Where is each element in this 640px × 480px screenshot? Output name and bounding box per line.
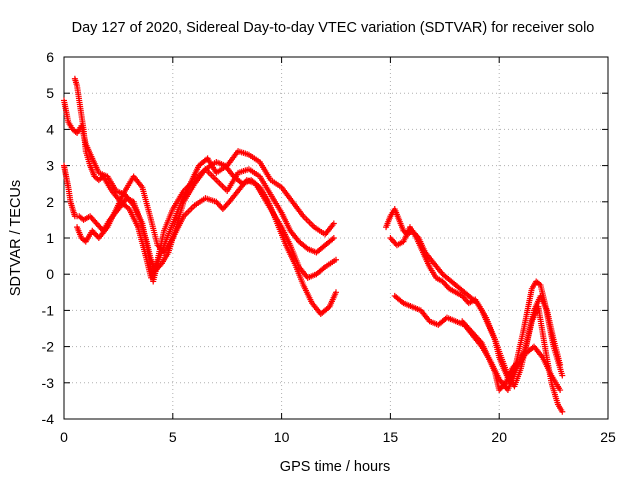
series-track-b bbox=[71, 75, 337, 281]
series-track-d bbox=[74, 173, 339, 281]
ticks: 0 5 10 15 20 25 -4 -3 -2 -1 0 1 2 3 4 5 6 bbox=[42, 49, 616, 445]
y-tick-label: -4 bbox=[42, 411, 55, 427]
chart-title: Day 127 of 2020, Sidereal Day-to-day VTE… bbox=[72, 20, 595, 36]
data-point bbox=[333, 256, 339, 263]
y-tick-label: 4 bbox=[46, 121, 54, 137]
y-tick-label: 5 bbox=[46, 85, 54, 101]
x-tick-label: 0 bbox=[60, 429, 68, 445]
data-point bbox=[559, 408, 566, 415]
x-tick-label: 10 bbox=[274, 429, 290, 445]
y-tick-label: 1 bbox=[46, 230, 54, 246]
data-point bbox=[557, 361, 564, 368]
x-tick-label: 20 bbox=[491, 429, 507, 445]
y-tick-label: 2 bbox=[46, 194, 54, 210]
data-point bbox=[559, 372, 566, 379]
x-axis-label: GPS time / hours bbox=[280, 459, 390, 475]
y-tick-label: -2 bbox=[42, 339, 55, 355]
series-track-h bbox=[459, 303, 566, 415]
data-point bbox=[333, 289, 339, 296]
x-tick-label: 5 bbox=[169, 429, 177, 445]
y-tick-label: 0 bbox=[46, 266, 54, 282]
x-tick-label: 15 bbox=[383, 429, 399, 445]
series-layer bbox=[61, 75, 566, 415]
x-tick-label: 25 bbox=[600, 429, 616, 445]
data-point bbox=[330, 220, 337, 227]
y-tick-label: -1 bbox=[42, 302, 55, 318]
y-tick-label: 6 bbox=[46, 49, 54, 65]
data-point bbox=[557, 387, 564, 394]
data-point bbox=[330, 235, 337, 241]
y-axis-label: SDTVAR / TECUs bbox=[8, 180, 24, 296]
y-tick-label: -3 bbox=[42, 375, 55, 391]
y-tick-label: 3 bbox=[46, 158, 54, 174]
